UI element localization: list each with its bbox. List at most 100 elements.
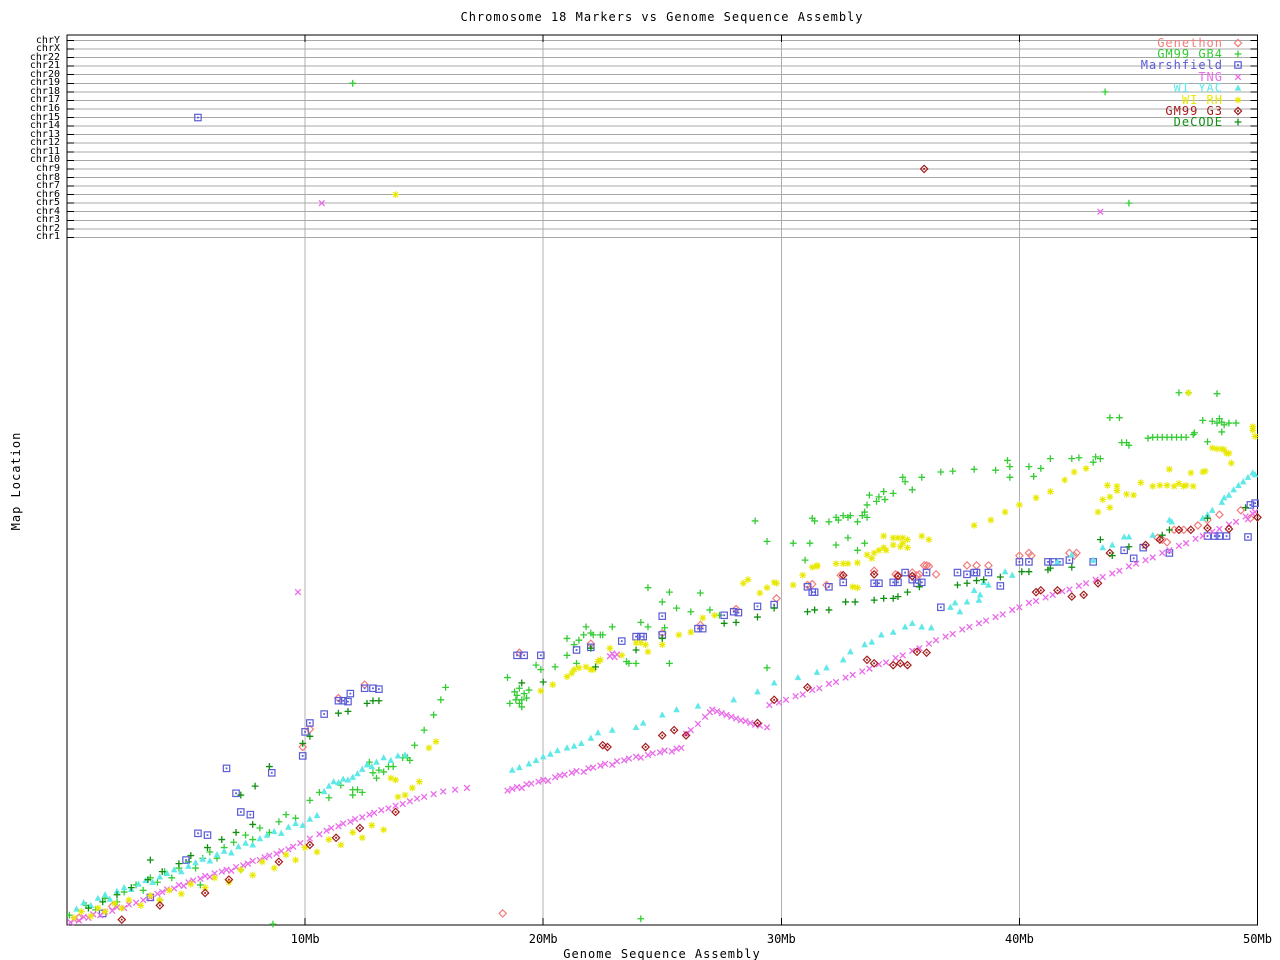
point-marshfield bbox=[658, 612, 667, 620]
point-wi-rh bbox=[844, 560, 852, 568]
point-wi-rh bbox=[1227, 459, 1235, 467]
point-wi-yac bbox=[823, 664, 830, 671]
chr-band-point-chr9 bbox=[919, 164, 929, 174]
point-wi-yac bbox=[770, 679, 778, 686]
point-gm99-gb4 bbox=[687, 608, 695, 616]
legend-marker-icon bbox=[1234, 84, 1242, 91]
point-wi-rh bbox=[1249, 423, 1257, 430]
point-wi-yac bbox=[344, 776, 352, 783]
point-decode bbox=[204, 844, 211, 851]
point-wi-yac bbox=[658, 711, 666, 718]
point-marshfield bbox=[537, 651, 545, 660]
point-wi-yac bbox=[956, 608, 964, 615]
point-decode bbox=[249, 821, 257, 828]
point-gm99-gb4 bbox=[832, 541, 840, 549]
point-gm99-gb4 bbox=[949, 467, 957, 475]
point-genethon bbox=[1072, 548, 1081, 558]
point-wi-rh bbox=[1156, 481, 1164, 489]
point-wi-rh bbox=[568, 669, 576, 677]
point-wi-rh bbox=[1104, 481, 1111, 489]
point-wi-rh bbox=[889, 534, 897, 542]
point-tng bbox=[399, 800, 406, 808]
point-wi-rh bbox=[1082, 465, 1090, 472]
point-wi-yac bbox=[861, 641, 868, 648]
point-gm99-g3 bbox=[893, 571, 903, 581]
point-tng bbox=[504, 787, 511, 794]
point-tng bbox=[644, 751, 652, 759]
point-wi-yac bbox=[839, 656, 847, 663]
point-wi-rh bbox=[882, 546, 890, 554]
point-wi-rh bbox=[249, 871, 257, 879]
point-wi-yac bbox=[1125, 533, 1133, 540]
point-tng bbox=[1149, 554, 1156, 561]
point-gm99-gb4 bbox=[506, 699, 514, 707]
point-wi-yac bbox=[1008, 571, 1016, 578]
point-tng bbox=[608, 761, 616, 769]
point-tng bbox=[406, 798, 414, 805]
legend-item-tng: TNG bbox=[1198, 70, 1246, 84]
point-wi-rh bbox=[87, 912, 95, 920]
point-tng bbox=[656, 749, 664, 756]
point-tng bbox=[925, 640, 933, 648]
legend-item-decode: DeCODE bbox=[1174, 115, 1246, 129]
point-tng bbox=[682, 730, 690, 737]
point-marshfield bbox=[870, 579, 878, 588]
point-wi-yac bbox=[889, 628, 897, 635]
point-wi-rh bbox=[637, 639, 645, 647]
point-tng bbox=[266, 852, 273, 859]
point-gm99-gb4 bbox=[196, 881, 204, 889]
point-gm99-gb4 bbox=[504, 674, 511, 681]
point-wi-yac bbox=[292, 819, 299, 827]
point-marshfield bbox=[1015, 558, 1024, 566]
point-marshfield bbox=[346, 689, 355, 698]
point-gm99-g3 bbox=[669, 725, 679, 735]
point-tng bbox=[1216, 525, 1223, 533]
point-wi-yac bbox=[1218, 498, 1226, 505]
point-wi-yac bbox=[868, 638, 876, 645]
point-gm99-gb4 bbox=[865, 491, 873, 499]
point-marshfield bbox=[301, 728, 309, 736]
point-marshfield bbox=[182, 856, 190, 864]
point-genethon bbox=[1193, 520, 1203, 530]
point-gm99-gb4 bbox=[1144, 434, 1152, 442]
point-wi-yac bbox=[1220, 494, 1228, 501]
point-tng bbox=[285, 846, 292, 853]
point-decode bbox=[587, 644, 595, 652]
point-gm99-gb4 bbox=[589, 631, 597, 639]
point-wi-yac bbox=[1149, 531, 1157, 538]
point-decode bbox=[306, 732, 314, 740]
point-tng bbox=[585, 765, 592, 772]
point-gm99-gb4 bbox=[563, 635, 571, 642]
point-wi-rh bbox=[1251, 432, 1259, 440]
point-tng bbox=[668, 748, 676, 755]
point-wi-yac bbox=[985, 581, 992, 588]
point-gm99-gb4 bbox=[349, 791, 357, 799]
chr-band-point-chr5 bbox=[318, 199, 326, 207]
point-tng bbox=[335, 822, 342, 830]
point-gm99-g3 bbox=[922, 648, 931, 658]
point-gm99-gb4 bbox=[881, 496, 889, 503]
point-gm99-gb4 bbox=[632, 659, 640, 667]
point-tng bbox=[866, 665, 873, 672]
point-wi-yac bbox=[213, 851, 221, 858]
point-wi-rh bbox=[1218, 445, 1226, 453]
point-tng bbox=[508, 785, 516, 793]
point-tng bbox=[370, 809, 378, 817]
point-gm99-gb4 bbox=[908, 486, 916, 494]
point-marshfield bbox=[729, 607, 738, 616]
point-wi-rh bbox=[1225, 449, 1233, 457]
point-wi-yac bbox=[285, 823, 292, 830]
point-wi-yac bbox=[754, 688, 761, 695]
point-gm99-g3 bbox=[1067, 592, 1077, 602]
point-wi-yac bbox=[1235, 481, 1242, 488]
point-tng bbox=[1066, 586, 1073, 593]
point-genethon bbox=[1157, 535, 1167, 545]
point-gm99-gb4 bbox=[354, 786, 361, 794]
point-gm99-gb4 bbox=[875, 493, 883, 501]
point-marshfield bbox=[572, 646, 581, 654]
point-gm99-gb4 bbox=[751, 517, 759, 525]
point-marshfield bbox=[1065, 556, 1074, 564]
point-gm99-g3 bbox=[862, 655, 872, 665]
point-gm99-gb4 bbox=[858, 512, 866, 519]
point-wi-rh bbox=[325, 836, 333, 843]
